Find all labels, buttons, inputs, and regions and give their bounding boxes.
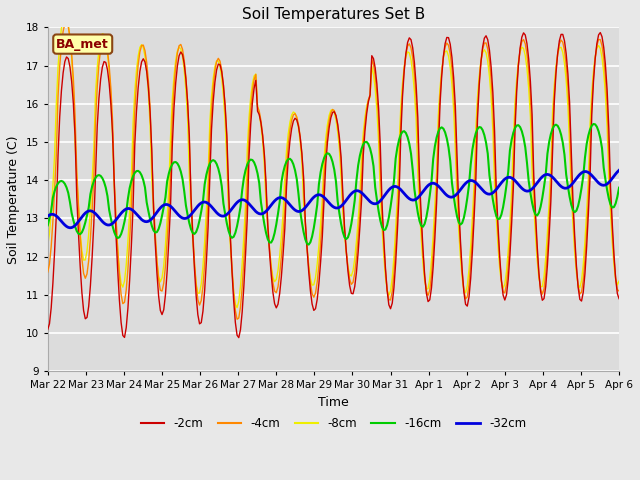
Title: Soil Temperatures Set B: Soil Temperatures Set B <box>242 7 425 22</box>
Y-axis label: Soil Temperature (C): Soil Temperature (C) <box>7 135 20 264</box>
Text: BA_met: BA_met <box>56 37 109 50</box>
X-axis label: Time: Time <box>318 396 349 409</box>
Legend: -2cm, -4cm, -8cm, -16cm, -32cm: -2cm, -4cm, -8cm, -16cm, -32cm <box>136 412 531 434</box>
